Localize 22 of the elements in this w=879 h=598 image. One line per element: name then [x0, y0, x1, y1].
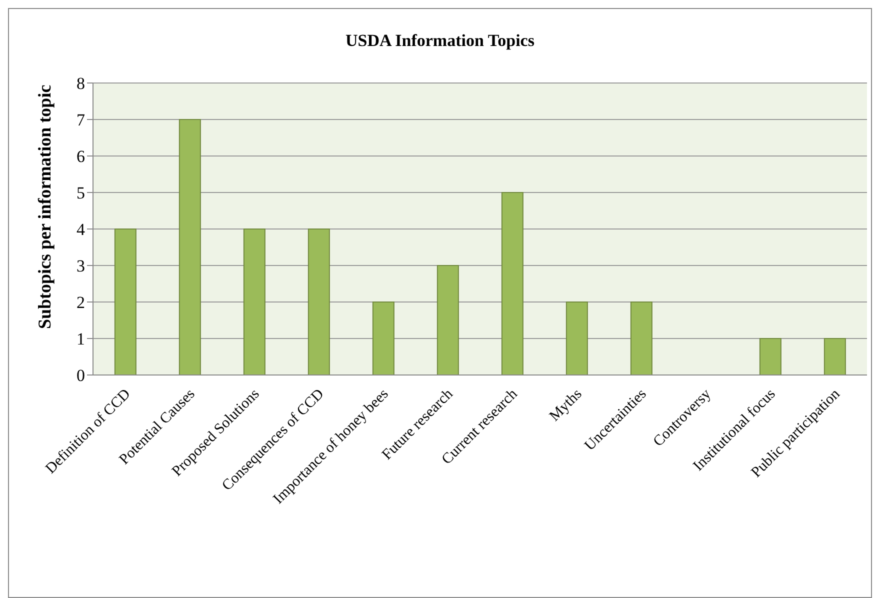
y-tick-label: 3 — [76, 256, 85, 276]
y-tick-label: 8 — [76, 74, 85, 94]
bar — [630, 302, 652, 375]
y-tick-label: 2 — [76, 293, 85, 312]
bar — [114, 228, 136, 375]
y-tick-label: 4 — [76, 220, 86, 240]
bar — [372, 302, 394, 375]
bar — [824, 338, 846, 375]
bar — [308, 228, 330, 375]
bar — [566, 302, 588, 375]
bar — [243, 228, 266, 375]
chart-title: USDA Information Topics — [344, 31, 536, 51]
y-tick-label: 7 — [76, 110, 86, 130]
bar — [178, 119, 201, 375]
bar — [759, 338, 782, 375]
y-tick-label: 0 — [76, 366, 85, 386]
y-tick-label: 6 — [76, 147, 85, 166]
y-tick-label: 5 — [76, 184, 85, 203]
y-tick-label: 1 — [76, 330, 85, 349]
bar — [436, 265, 459, 375]
y-axis-title: Subtopics per information topic — [34, 84, 54, 329]
bar — [501, 192, 524, 375]
